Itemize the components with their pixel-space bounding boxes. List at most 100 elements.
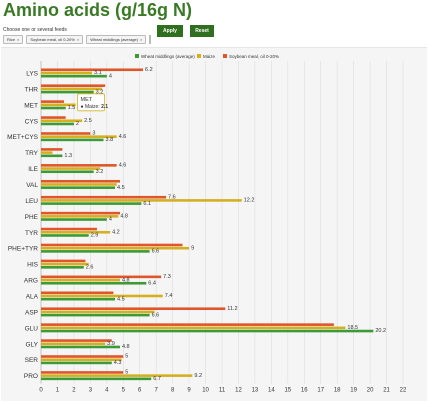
bar[interactable]: [41, 179, 120, 183]
bar[interactable]: [41, 218, 107, 221]
x-tick-label: 2: [72, 388, 76, 394]
bar[interactable]: [41, 275, 162, 279]
bar[interactable]: [41, 119, 83, 123]
bar[interactable]: [41, 183, 117, 186]
bar[interactable]: [41, 154, 63, 158]
bar[interactable]: [41, 195, 167, 199]
bar[interactable]: [41, 259, 86, 263]
bar[interactable]: [41, 243, 183, 247]
bar[interactable]: [41, 294, 163, 298]
bar[interactable]: [41, 358, 122, 362]
bar[interactable]: [41, 291, 114, 295]
bar[interactable]: [41, 186, 116, 189]
bar[interactable]: [41, 135, 117, 138]
x-tick-label: 5: [122, 388, 126, 394]
remove-chip-icon[interactable]: ×: [76, 37, 80, 42]
x-tick-label: 17: [317, 388, 324, 394]
bar[interactable]: [41, 74, 107, 78]
bar[interactable]: [41, 329, 374, 333]
bar[interactable]: [41, 355, 124, 358]
category-label: ALA: [26, 293, 39, 300]
category-label: MET: [24, 102, 38, 109]
bar[interactable]: [41, 371, 124, 374]
bar[interactable]: [41, 313, 150, 317]
page-title: Amino acids (g/16g N): [3, 0, 193, 20]
bar[interactable]: [41, 138, 104, 142]
bar[interactable]: [41, 234, 89, 237]
bar[interactable]: [41, 262, 89, 266]
category-label: CYS: [25, 118, 39, 125]
data-label: 1.5: [68, 105, 76, 111]
data-label: 4.6: [119, 163, 127, 169]
bar[interactable]: [41, 90, 94, 94]
bar[interactable]: [41, 307, 226, 311]
bar[interactable]: [41, 215, 119, 218]
amino-acid-bar-chart: 0 1 2 3 4 5 6 7 8 9 10 11 12 13 14 15 16 17 18 19 20 21 22Whea…: [7, 54, 407, 394]
remove-chip-icon[interactable]: ×: [140, 37, 143, 42]
legend-swatch: [197, 54, 201, 58]
bar[interactable]: [41, 202, 142, 205]
category-label: PRO: [24, 373, 38, 380]
data-label: 5: [125, 354, 128, 360]
data-label: 3.1: [94, 70, 102, 76]
bar[interactable]: [41, 106, 66, 110]
bar[interactable]: [41, 281, 147, 285]
bar[interactable]: [41, 323, 334, 326]
bar[interactable]: [41, 68, 144, 72]
bar[interactable]: [41, 326, 346, 330]
bar[interactable]: [41, 266, 84, 269]
data-label: 6.1: [143, 201, 151, 207]
bar[interactable]: [41, 71, 93, 75]
bar[interactable]: [41, 132, 91, 135]
bar[interactable]: [41, 151, 53, 154]
reset-button[interactable]: Reset: [190, 25, 214, 37]
bar[interactable]: [41, 339, 112, 342]
bar[interactable]: [41, 170, 94, 174]
feed-selector[interactable]: Rice × Soybean meal, oil 0-20% × Wheat m…: [3, 35, 152, 44]
bar[interactable]: [41, 246, 190, 250]
bar[interactable]: [41, 361, 112, 365]
remove-chip-icon[interactable]: ×: [17, 37, 20, 42]
data-label: 1.3: [64, 153, 72, 159]
bar[interactable]: [41, 250, 150, 253]
tooltip-box: [77, 93, 105, 112]
x-tick-label: 7: [155, 388, 159, 394]
bar[interactable]: [41, 227, 97, 231]
bar[interactable]: [41, 278, 120, 282]
feed-chip-soybean-meal[interactable]: Soybean meal, oil 0-20% ×: [26, 35, 84, 44]
bar[interactable]: [41, 297, 116, 301]
data-label: 4.6: [119, 134, 127, 140]
category-label: LEU: [25, 198, 38, 205]
bar[interactable]: [41, 211, 120, 215]
bar[interactable]: [41, 164, 117, 167]
x-tick-label: 4: [105, 388, 109, 394]
data-label: 9: [191, 245, 194, 251]
data-label: 4.5: [117, 185, 125, 191]
bar[interactable]: [41, 310, 155, 314]
bar[interactable]: [41, 100, 65, 103]
data-label: 7.3: [163, 274, 171, 280]
data-label: 7.4: [165, 293, 173, 299]
data-label: 4.5: [117, 296, 125, 302]
bar[interactable]: [41, 103, 76, 107]
bar[interactable]: [41, 374, 193, 377]
bar[interactable]: [41, 167, 101, 170]
x-tick-label: 0: [39, 388, 43, 394]
bar[interactable]: [41, 122, 74, 126]
feed-chip-rice[interactable]: Rice ×: [3, 35, 24, 44]
bar[interactable]: [41, 377, 152, 381]
bar[interactable]: [41, 342, 106, 346]
bar[interactable]: [41, 116, 66, 119]
bar[interactable]: [41, 148, 63, 151]
bar[interactable]: [41, 87, 102, 91]
data-label: 3.8: [106, 137, 114, 143]
bar[interactable]: [41, 199, 242, 202]
bar[interactable]: [41, 230, 111, 234]
chart-panel: 0 1 2 3 4 5 6 7 8 9 10 11 12 13 14 15 16 17 18 19 20 21 22 Whea…: [1, 47, 427, 401]
bar[interactable]: [41, 84, 106, 87]
apply-button[interactable]: Apply: [157, 25, 183, 37]
category-label: TYR: [25, 230, 38, 237]
feed-chip-wheat-middlings[interactable]: Wheat middlings (average) ×: [86, 35, 147, 44]
feed-search-input[interactable]: [149, 35, 152, 44]
bar[interactable]: [41, 345, 120, 349]
